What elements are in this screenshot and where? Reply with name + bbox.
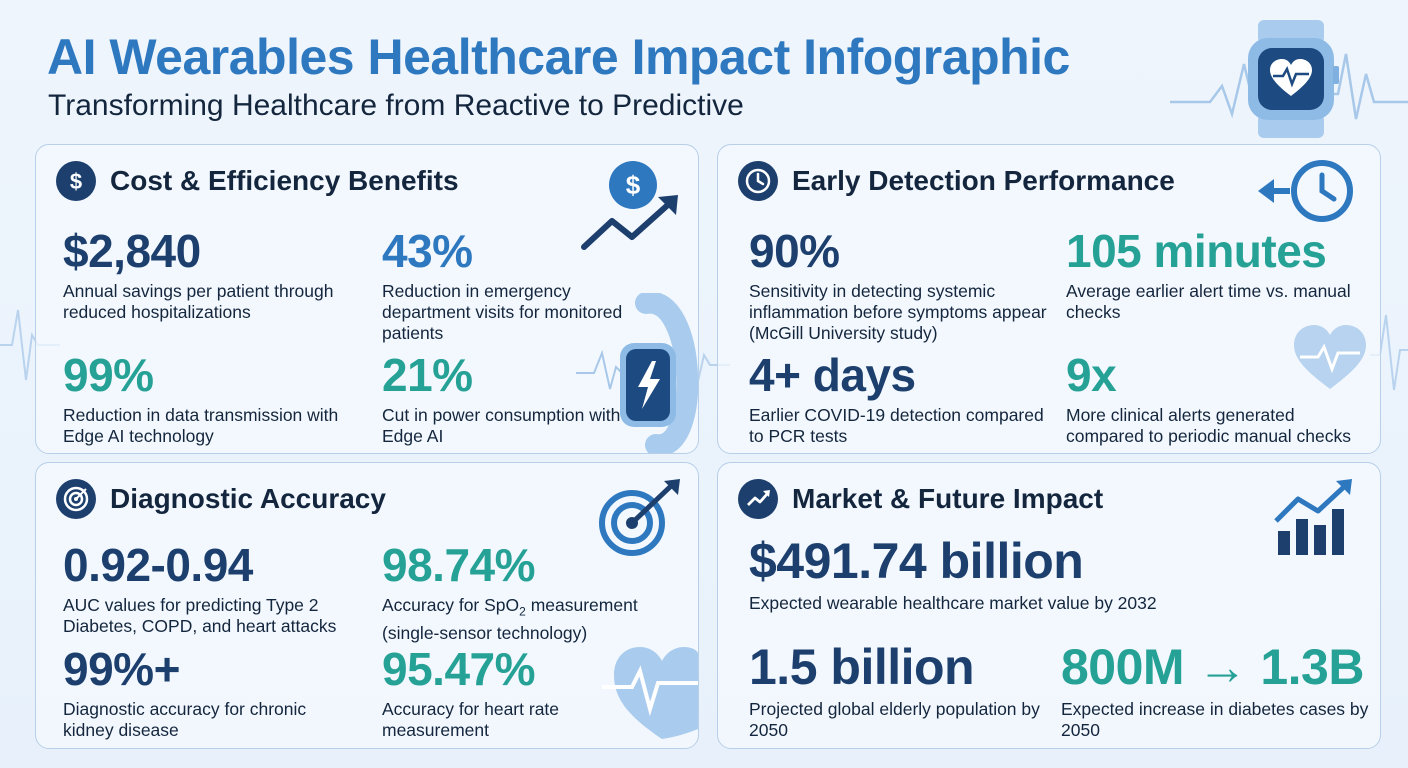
power-consumption-value: 21% bbox=[382, 349, 473, 401]
panel-title: Cost & Efficiency Benefits bbox=[110, 165, 459, 196]
elderly-population-value: 1.5 billion bbox=[749, 639, 975, 695]
svg-text:$: $ bbox=[70, 169, 82, 194]
heart-rate-accuracy-desc: Accuracy for heart rate measurement bbox=[382, 699, 560, 740]
heart-rate-accuracy-value: 95.47% bbox=[382, 643, 536, 695]
page-subtitle: Transforming Healthcare from Reactive to… bbox=[48, 89, 744, 122]
ed-visits-desc: Reduction in emergency department visits… bbox=[382, 281, 623, 343]
target-icon bbox=[56, 479, 96, 519]
dollar-icon: $ bbox=[56, 161, 96, 201]
alert-time-value: 105 minutes bbox=[1066, 225, 1327, 277]
bar-growth-icon bbox=[1274, 479, 1352, 555]
data-transmission-value: 99% bbox=[63, 349, 154, 401]
clock-icon bbox=[738, 161, 778, 201]
auc-value: 0.92-0.94 bbox=[63, 539, 253, 591]
trend-up-icon bbox=[738, 479, 778, 519]
sensitivity-desc: Sensitivity in detecting systemic inflam… bbox=[749, 281, 1047, 343]
rewind-clock-icon bbox=[1258, 160, 1353, 222]
sensitivity-value: 90% bbox=[749, 225, 840, 277]
market-value: $491.74 billion bbox=[749, 533, 1084, 589]
power-consumption-desc: Cut in power consumption with Edge AI bbox=[382, 405, 621, 446]
ed-visits-value: 43% bbox=[382, 225, 473, 277]
covid-detection-desc: Earlier COVID-19 detection compared to P… bbox=[749, 405, 1044, 446]
annual-savings-desc: Annual savings per patient through reduc… bbox=[63, 281, 334, 322]
cost-efficiency-panel: $ Cost & Efficiency Benefits $ $2,840 An… bbox=[35, 144, 699, 454]
elderly-population-desc: Projected global elderly population by 2… bbox=[749, 699, 1040, 740]
clinical-alerts-desc: More clinical alerts generated compared … bbox=[1066, 405, 1352, 446]
smartwatch-heart-icon bbox=[1170, 20, 1408, 138]
panel-title: Early Detection Performance bbox=[792, 165, 1175, 196]
kidney-accuracy-value: 99%+ bbox=[63, 643, 180, 695]
auc-desc: AUC values for predicting Type 2 Diabete… bbox=[63, 595, 337, 636]
annual-savings-value: $2,840 bbox=[63, 225, 201, 277]
svg-text:$: $ bbox=[626, 170, 641, 200]
spo2-accuracy-desc: Accuracy for SpO2 measurement (single-se… bbox=[382, 595, 638, 643]
panel-title: Market & Future Impact bbox=[792, 483, 1104, 514]
data-transmission-desc: Reduction in data transmission with Edge… bbox=[63, 405, 339, 446]
market-future-panel: Market & Future Impact $491.74 billion E… bbox=[717, 462, 1381, 749]
clinical-alerts-value: 9x bbox=[1066, 349, 1117, 401]
alert-time-desc: Average earlier alert time vs. manual ch… bbox=[1066, 281, 1351, 322]
diagnostic-accuracy-panel: Diagnostic Accuracy 0.92-0.94 AUC values… bbox=[35, 462, 699, 749]
diabetes-cases-desc: Expected increase in diabetes cases by 2… bbox=[1061, 699, 1369, 740]
page-title: AI Wearables Healthcare Impact Infograph… bbox=[47, 29, 1070, 85]
diabetes-cases-value: 800M → 1.3B bbox=[1061, 639, 1364, 695]
covid-detection-value: 4+ days bbox=[749, 349, 916, 401]
spo2-accuracy-value: 98.74% bbox=[382, 539, 536, 591]
panel-title: Diagnostic Accuracy bbox=[110, 483, 386, 514]
market-value-desc: Expected wearable healthcare market valu… bbox=[749, 593, 1157, 613]
early-detection-panel: Early Detection Performance 90% Sensitiv… bbox=[717, 144, 1381, 454]
kidney-accuracy-desc: Diagnostic accuracy for chronic kidney d… bbox=[63, 699, 307, 740]
